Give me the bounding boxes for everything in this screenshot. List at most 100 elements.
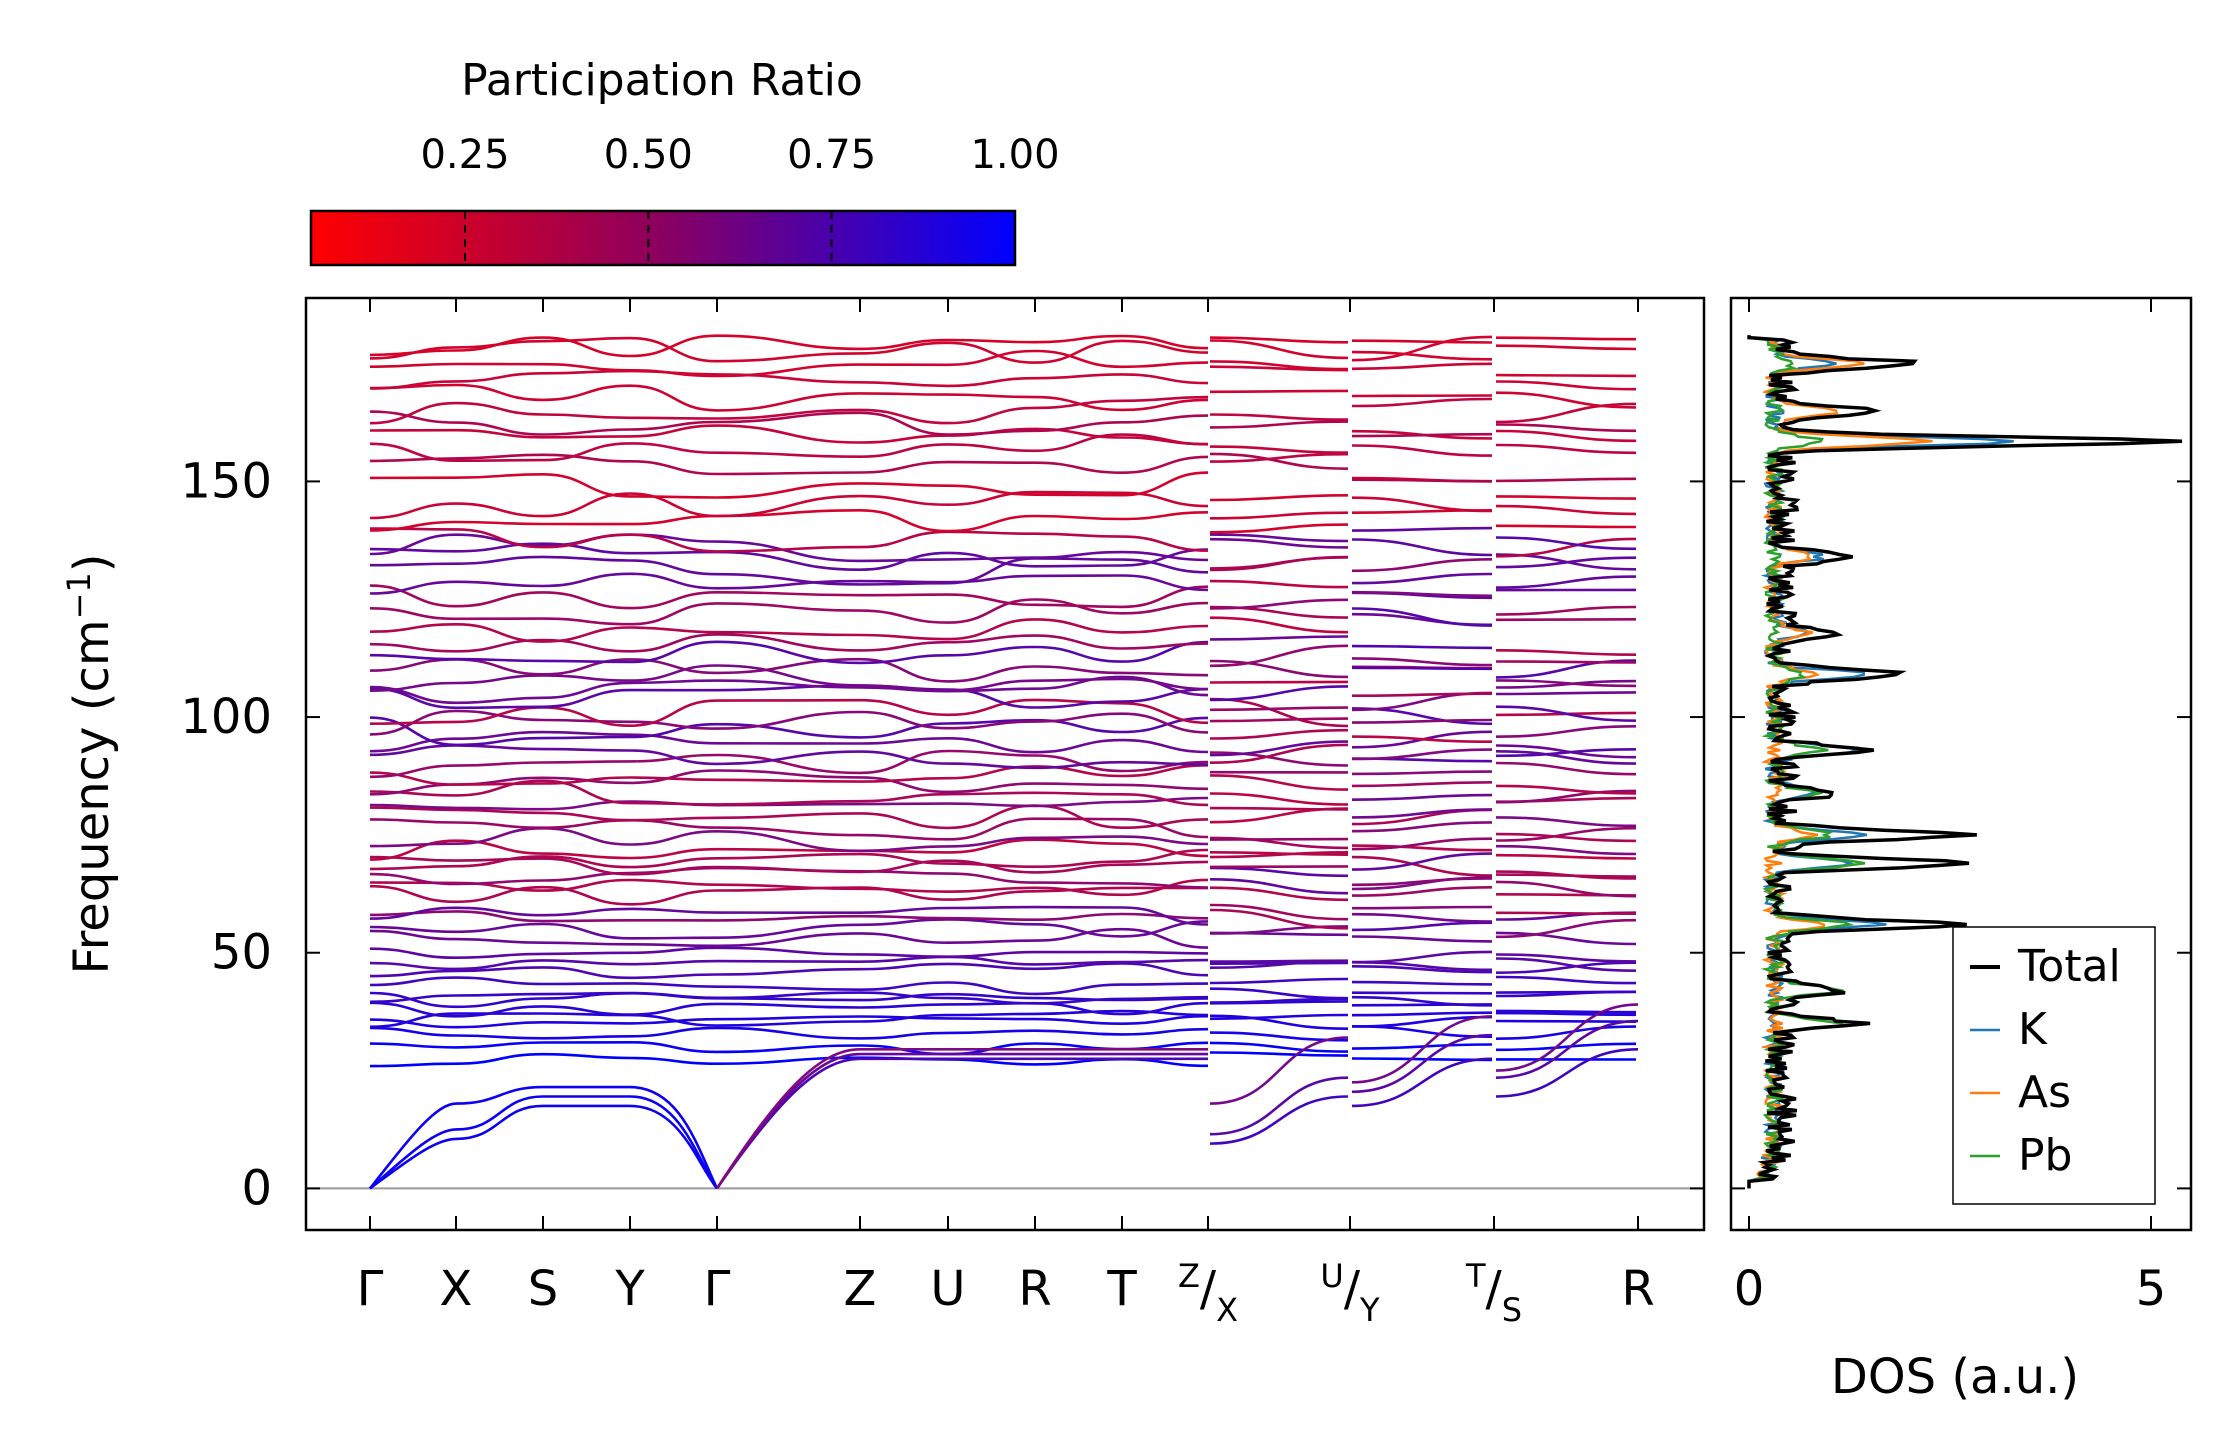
phonon-branch xyxy=(369,838,1209,861)
phonon-branch xyxy=(369,946,1209,960)
phonon-branch xyxy=(1495,344,1637,351)
kpoint-label: X xyxy=(440,1261,473,1317)
phonon-branch xyxy=(1495,816,1637,828)
kpoint-label: U/Y xyxy=(1320,1257,1380,1329)
frequency-axis: 0 50 100 150 xyxy=(180,453,2191,1216)
phonon-branch xyxy=(369,804,1209,830)
phonon-branch xyxy=(369,749,1209,779)
phonon-branch xyxy=(1351,1011,1493,1017)
phonon-branch xyxy=(1351,432,1493,438)
phonon-branch xyxy=(369,675,1209,705)
phonon-branch xyxy=(1351,852,1493,871)
kpoint-label: R xyxy=(1018,1261,1051,1317)
phonon-branch xyxy=(1209,452,1349,470)
legend-label-pb: Pb xyxy=(2018,1130,2072,1181)
phonon-branch xyxy=(1495,1019,1637,1023)
acoustic-branch xyxy=(715,1052,1208,1190)
phonon-branch xyxy=(1495,691,1637,696)
phonon-branch xyxy=(1209,959,1349,963)
phonon-branch xyxy=(1209,1051,1349,1057)
phonon-branch xyxy=(1209,635,1349,641)
legend-label-total: Total xyxy=(2017,941,2121,992)
phonon-branch xyxy=(1351,735,1493,743)
phonon-branch xyxy=(1495,789,1637,804)
phonon-branch xyxy=(1209,555,1349,572)
phonon-branch xyxy=(1209,1041,1349,1053)
phonon-branch xyxy=(369,991,1209,1005)
phonon-branch xyxy=(369,769,1209,796)
phonon-branch xyxy=(369,572,1209,595)
phonon-branch xyxy=(1351,808,1493,819)
dos-curve-total xyxy=(1747,335,2183,1189)
phonon-branch xyxy=(1209,511,1349,520)
phonon-branch xyxy=(369,527,1209,553)
dos-curve-as xyxy=(1747,335,1933,1189)
phonon-branch xyxy=(1495,391,1637,409)
phonon-branch xyxy=(1351,478,1493,483)
phonon-branch xyxy=(1351,991,1493,995)
phonon-branch xyxy=(369,976,1209,996)
phonon-branch xyxy=(1209,598,1349,610)
acoustic-branch xyxy=(1495,1019,1639,1079)
phonon-branch xyxy=(1351,995,1493,1007)
phonon-branch xyxy=(1351,905,1493,910)
phonon-branch xyxy=(1351,844,1493,852)
phonon-branch xyxy=(1351,590,1493,598)
phonon-branch xyxy=(369,633,1209,653)
acoustic-branch xyxy=(1351,1033,1493,1094)
acoustic-branch xyxy=(369,1095,719,1190)
phonon-branch xyxy=(1495,618,1637,622)
phonon-branch xyxy=(1495,1009,1637,1014)
y-axis-label-close: ) xyxy=(64,553,120,572)
phonon-branch xyxy=(1351,538,1493,557)
legend-frame xyxy=(1952,926,2156,1205)
phonon-branch xyxy=(1351,950,1493,964)
phonon-branch xyxy=(1351,886,1493,897)
phonon-branch xyxy=(1351,339,1493,344)
acoustic-branch xyxy=(715,1048,1208,1190)
phonon-branch xyxy=(1209,494,1349,502)
colorbar-gradient xyxy=(309,209,1017,267)
phonon-branch xyxy=(1351,855,1493,877)
y-tick-label: 150 xyxy=(180,453,272,509)
phonon-branch xyxy=(1351,526,1493,532)
phonon-branch xyxy=(369,584,1209,610)
y-axis-label-main: Frequency (cm xyxy=(64,619,120,974)
phonon-branch xyxy=(1209,751,1349,767)
phonon-branch xyxy=(369,555,1209,586)
phonon-branch xyxy=(1351,781,1493,788)
y-axis-label-exponent: −1 xyxy=(60,572,98,619)
phonon-branch xyxy=(369,471,1209,499)
acoustic-branch xyxy=(1495,1003,1639,1072)
phonon-branch xyxy=(1495,957,1637,972)
acoustic-branch xyxy=(1495,1048,1639,1098)
phonon-branch xyxy=(1209,908,1349,930)
phonon-branch xyxy=(369,490,1209,520)
phonon-branch xyxy=(1209,886,1349,902)
phonon-branch xyxy=(1209,616,1349,634)
kpoint-label: Γ xyxy=(704,1261,731,1317)
phonon-branch xyxy=(369,716,1209,747)
acoustic-branch xyxy=(1209,1036,1349,1105)
phonon-branch xyxy=(1495,880,1637,898)
phonon-branch xyxy=(1351,657,1493,667)
phonon-branch xyxy=(1209,579,1349,589)
phonon-branch xyxy=(1209,413,1349,421)
phonon-branch xyxy=(1351,335,1493,362)
phonon-branch xyxy=(1209,537,1349,549)
phonon-branch xyxy=(369,542,1209,572)
phonon-branch xyxy=(1351,558,1493,573)
phonon-branch xyxy=(1495,429,1637,443)
phonon-branch xyxy=(1209,706,1349,712)
phonon-branch xyxy=(1351,877,1493,887)
phonon-branch xyxy=(369,855,1209,876)
phonon-branch xyxy=(1209,445,1349,454)
phonon-branch xyxy=(1495,761,1637,776)
phonon-branch xyxy=(1495,495,1637,500)
phonon-branch xyxy=(1351,980,1493,986)
phonon-branch xyxy=(1495,975,1637,985)
phonon-branch xyxy=(1209,866,1349,878)
phonon-branch xyxy=(369,927,1209,949)
phonon-branch xyxy=(1351,965,1493,974)
y-tick-label: 50 xyxy=(211,925,272,981)
